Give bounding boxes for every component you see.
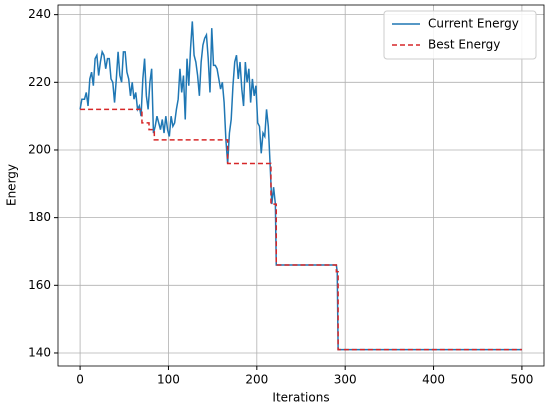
y-tick-label: 240 <box>28 7 51 21</box>
x-tick-label: 100 <box>157 373 180 387</box>
x-tick-label: 200 <box>245 373 268 387</box>
plot-frame <box>57 4 545 367</box>
legend-box <box>383 10 537 60</box>
x-tick-label: 300 <box>334 373 357 387</box>
y-axis-label: Energy <box>5 164 19 206</box>
x-tick-label: 400 <box>422 373 445 387</box>
series-line <box>79 21 522 351</box>
x-tick-label: 500 <box>510 373 533 387</box>
y-tick-label: 220 <box>28 75 51 89</box>
legend-label: Current Energy <box>428 17 519 31</box>
series-line <box>80 108 522 351</box>
legend-label: Best Energy <box>428 38 500 52</box>
legend: Current Energy Best Energy <box>383 10 537 60</box>
y-tick-label: 160 <box>28 278 51 292</box>
y-tick-label: 140 <box>28 345 51 359</box>
x-axis-label: Iterations <box>272 391 329 405</box>
y-tick-label: 200 <box>28 142 51 156</box>
x-tick-label: 0 <box>76 373 84 387</box>
y-tick-label: 180 <box>28 210 51 224</box>
